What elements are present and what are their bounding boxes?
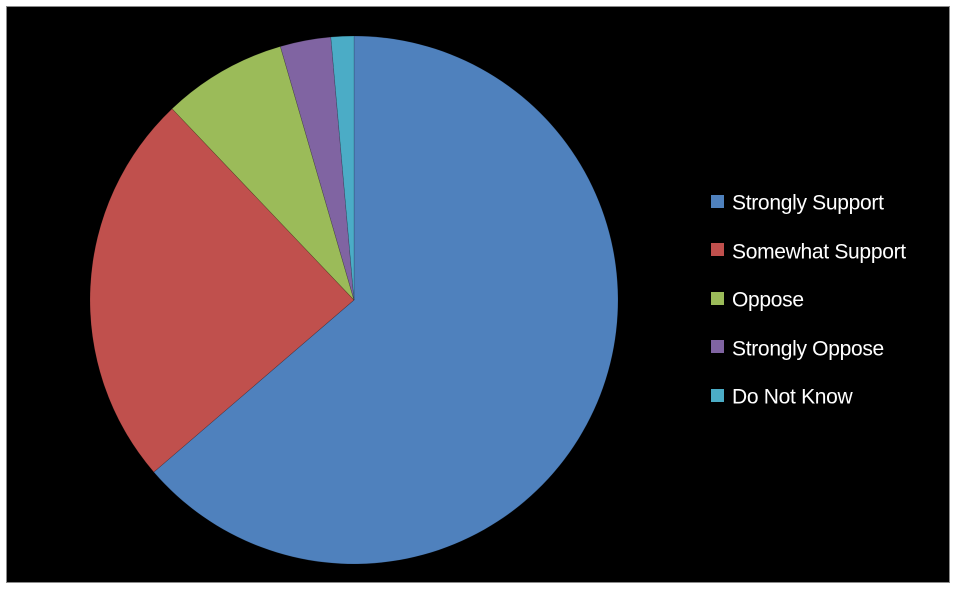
- legend-item-do-not-know: Do Not Know: [711, 381, 947, 430]
- pie-slice-strongly-support: [153, 35, 619, 565]
- legend-label: Strongly Support: [732, 191, 884, 215]
- legend-swatch: [711, 340, 724, 354]
- pie-slice-oppose: [171, 46, 355, 301]
- legend-label: Somewhat Support: [732, 239, 906, 263]
- pie-slice-do-not-know: [330, 35, 355, 301]
- legend-swatch: [711, 291, 724, 305]
- legend-swatch: [711, 194, 724, 208]
- legend-label: Do Not Know: [732, 385, 853, 409]
- legend-label: Strongly Oppose: [732, 336, 884, 360]
- pie-slice-somewhat-support: [89, 108, 355, 473]
- legend-label: Oppose: [732, 288, 804, 312]
- legend-item-strongly-oppose: Strongly Oppose: [711, 333, 947, 382]
- pie-slice-strongly-oppose: [279, 36, 355, 301]
- pie-chart: [89, 35, 619, 565]
- legend-item-somewhat-support: Somewhat Support: [711, 236, 947, 285]
- legend-item-oppose: Oppose: [711, 284, 947, 333]
- legend-item-strongly-support: Strongly Support: [711, 187, 947, 236]
- chart-frame: Strongly Support Somewhat Support Oppose…: [6, 6, 950, 583]
- legend: Strongly Support Somewhat Support Oppose…: [711, 187, 947, 430]
- legend-swatch: [711, 388, 724, 402]
- legend-swatch: [711, 243, 724, 257]
